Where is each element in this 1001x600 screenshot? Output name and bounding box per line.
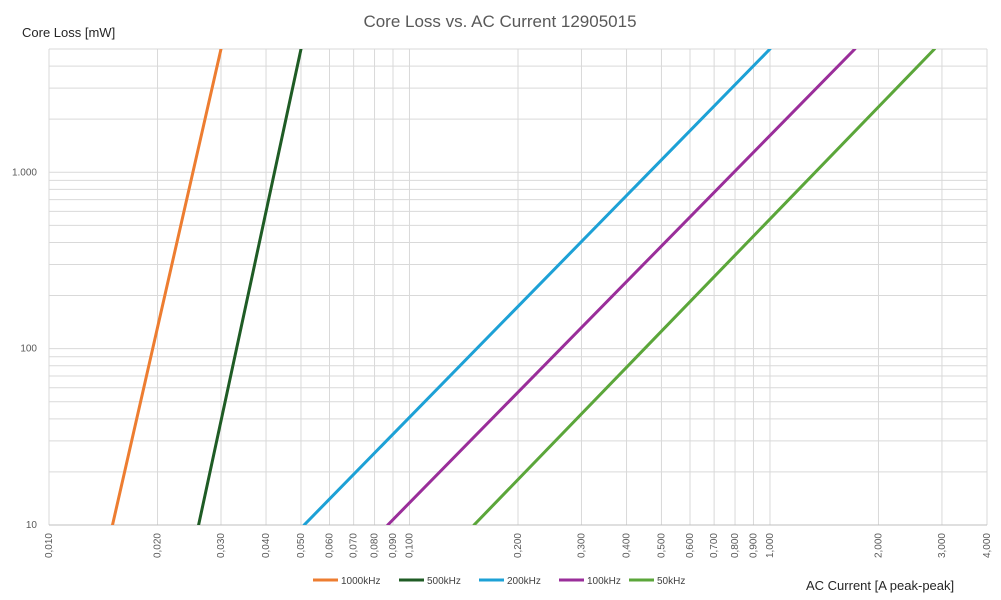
legend-label: 500kHz xyxy=(427,576,461,587)
y-tick-labels: 10 100 1.000 xyxy=(12,167,37,531)
x-tick-label: 0,800 xyxy=(730,533,741,558)
series-line-50kHz xyxy=(472,49,936,525)
series-line-1000kHz xyxy=(111,49,223,525)
y-tick-label: 10 xyxy=(26,520,38,531)
x-tick-label: 0,080 xyxy=(370,533,381,558)
x-tick-label: 0,040 xyxy=(261,533,272,558)
x-tick-label: 0,300 xyxy=(576,533,587,558)
legend: 1000kHz 500kHz 200kHz 100kHz 50kHz xyxy=(313,576,685,587)
grid-lines xyxy=(48,48,988,526)
y-axis-title: Core Loss [mW] xyxy=(22,25,115,40)
legend-label: 200kHz xyxy=(507,576,541,587)
x-tick-label: 0,500 xyxy=(656,533,667,558)
x-tick-label: 0,090 xyxy=(388,533,399,558)
chart-title: Core Loss vs. AC Current 12905015 xyxy=(363,12,636,31)
legend-label: 50kHz xyxy=(657,576,685,587)
y-tick-label: 1.000 xyxy=(12,167,37,178)
x-tick-label: 4,000 xyxy=(982,533,993,558)
x-tick-label: 0,050 xyxy=(296,533,307,558)
x-tick-label: 0,200 xyxy=(513,533,524,558)
legend-label: 100kHz xyxy=(587,576,621,587)
x-tick-label: 0,900 xyxy=(748,533,759,558)
x-tick-label: 0,070 xyxy=(349,533,360,558)
legend-label: 1000kHz xyxy=(341,576,380,587)
x-tick-labels: 0,010 0,020 0,030 0,040 0,050 0,060 0,070 0,080… xyxy=(44,533,993,558)
x-tick-label: 2,000 xyxy=(873,533,884,558)
series-line-200kHz xyxy=(302,49,772,525)
x-tick-label: 0,060 xyxy=(325,533,336,558)
x-tick-label: 0,100 xyxy=(404,533,415,558)
x-tick-label: 0,020 xyxy=(153,533,164,558)
x-axis-title: AC Current [A peak-peak] xyxy=(806,578,954,593)
x-tick-label: 0,010 xyxy=(44,533,55,558)
series-lines xyxy=(111,49,936,525)
x-tick-label: 0,700 xyxy=(709,533,720,558)
series-line-100kHz xyxy=(386,49,857,525)
x-tick-label: 0,030 xyxy=(216,533,227,558)
series-line-500kHz xyxy=(197,49,303,525)
x-tick-label: 1,000 xyxy=(765,533,776,558)
x-tick-label: 0,400 xyxy=(622,533,633,558)
x-tick-label: 0,600 xyxy=(685,533,696,558)
x-tick-label: 3,000 xyxy=(937,533,948,558)
y-tick-label: 100 xyxy=(20,344,37,355)
